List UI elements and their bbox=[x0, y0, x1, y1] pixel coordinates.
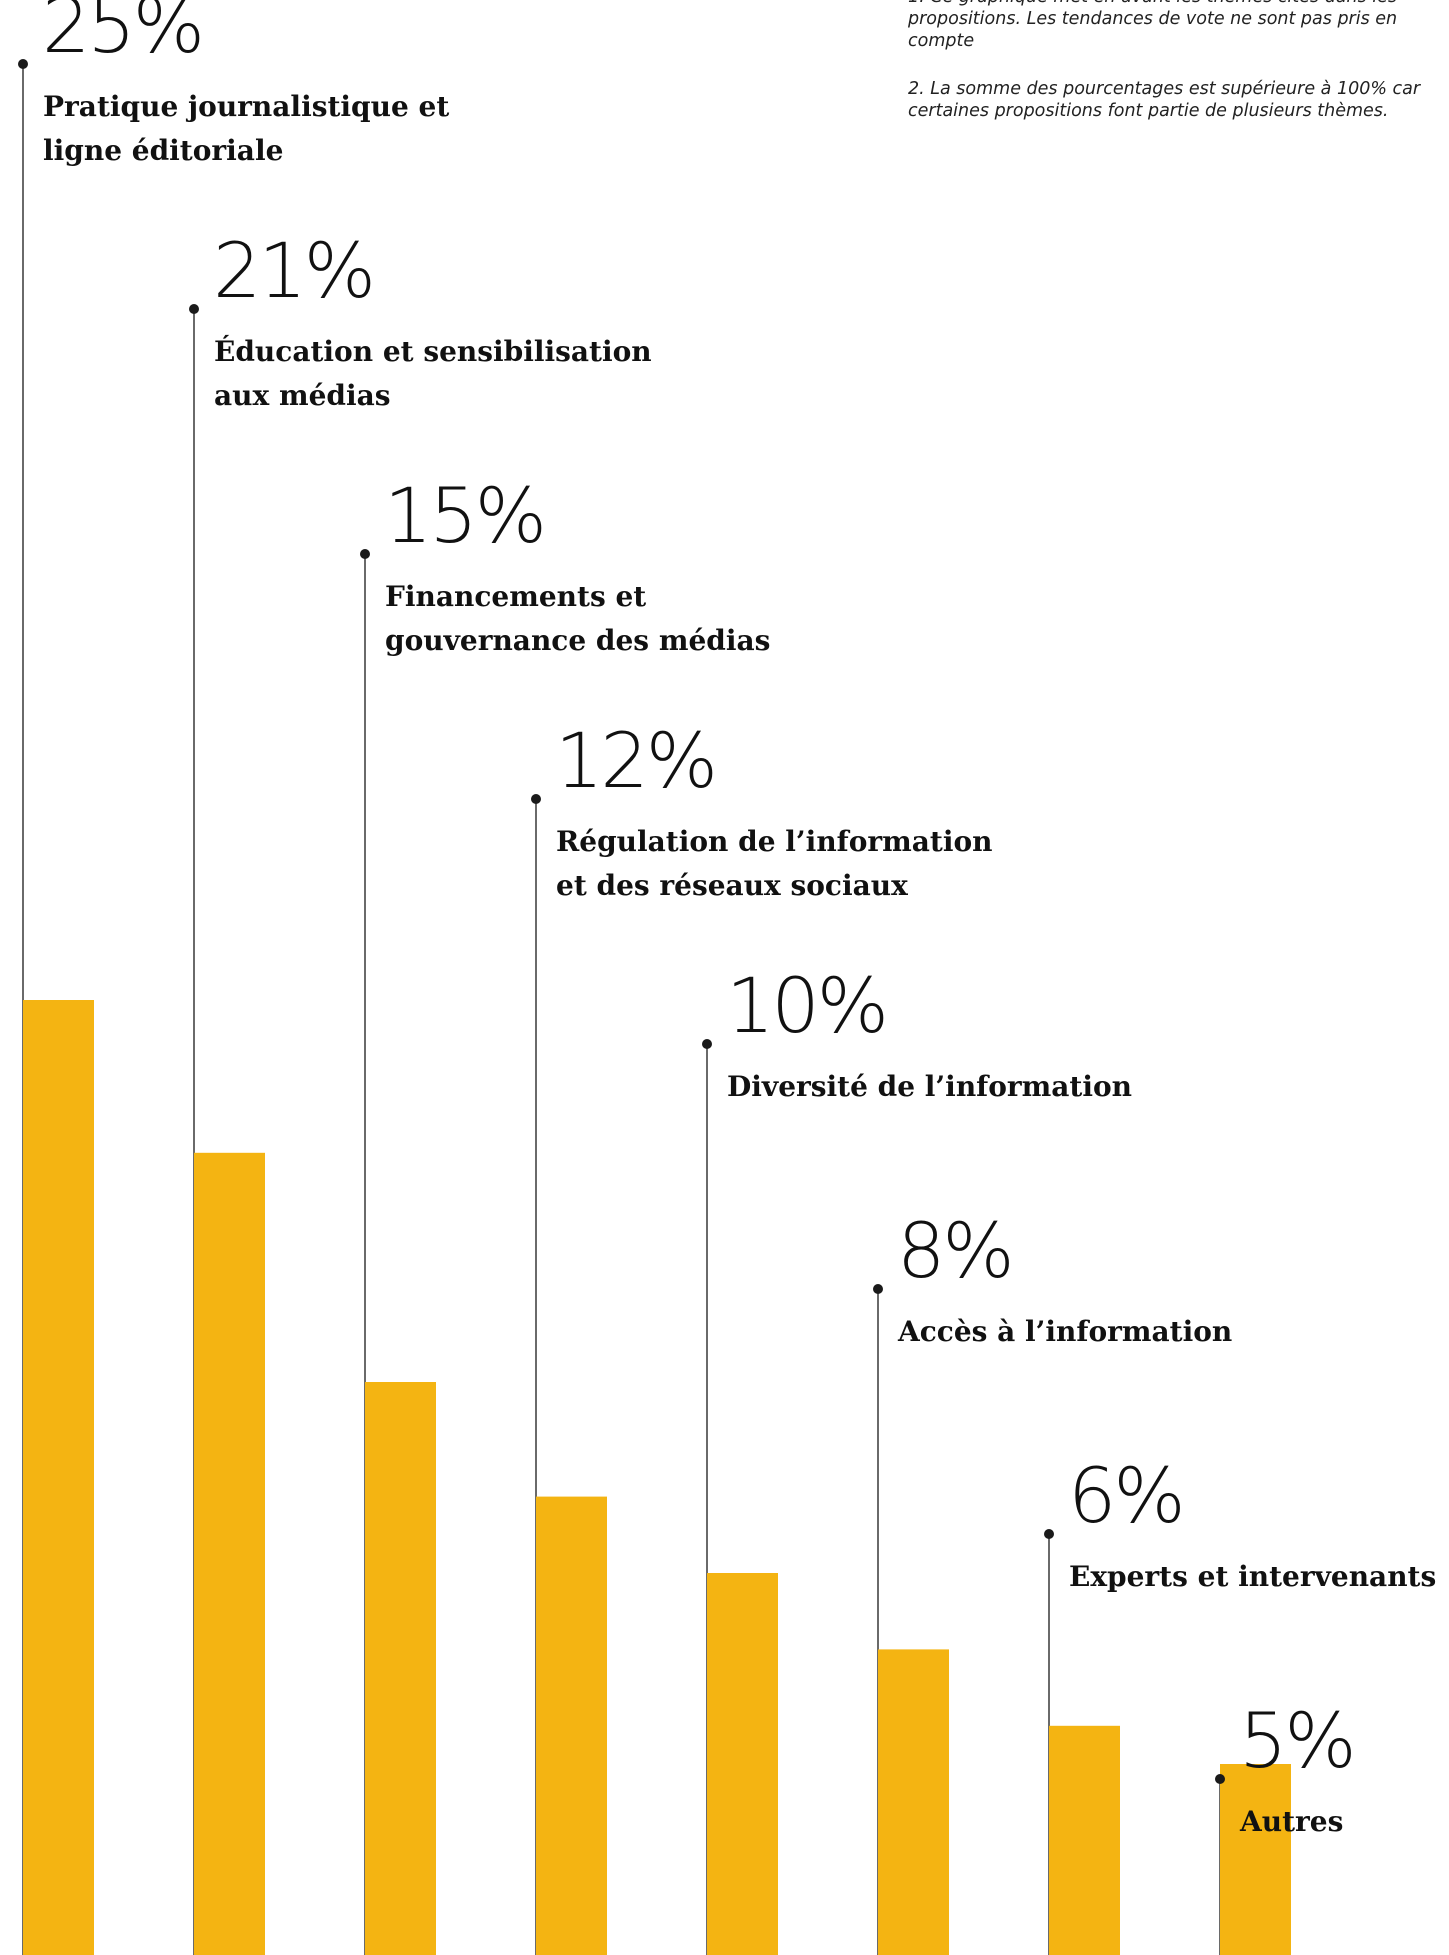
category-label-experts-et-intervenants: Experts et intervenants bbox=[1069, 1555, 1436, 1599]
category-label-education-et-sensibilisation-aux-medias: Éducation et sensibilisation aux médias bbox=[214, 330, 652, 418]
category-label-line: Financements et bbox=[385, 580, 647, 613]
bar-diversite-de-l-information bbox=[707, 1573, 778, 1955]
bar-acces-a-l-information bbox=[878, 1649, 949, 1955]
footnote-1: 1. Ce graphique met en avant les thèmes … bbox=[908, 0, 1398, 51]
category-label-line: aux médias bbox=[214, 379, 391, 412]
marker-dot-diversite-de-l-information bbox=[702, 1039, 712, 1049]
marker-dot-experts-et-intervenants bbox=[1044, 1529, 1054, 1539]
category-label-acces-a-l-information: Accès à l’information bbox=[898, 1310, 1232, 1354]
category-label-diversite-de-l-information: Diversité de l’information bbox=[727, 1065, 1132, 1109]
bar-experts-et-intervenants bbox=[1049, 1725, 1120, 1955]
value-label-acces-a-l-information: 8% bbox=[897, 1206, 1015, 1295]
category-label-regulation-de-l-information-et-des-reseaux-sociaux: Régulation de l’information et des réseau… bbox=[556, 820, 993, 908]
category-label-line: Accès à l’information bbox=[898, 1315, 1233, 1348]
category-label-line: Pratique journalistique et bbox=[43, 90, 450, 123]
footnotes: 1. Ce graphique met en avant les thèmes … bbox=[908, 0, 1448, 148]
category-label-line: et des réseaux sociaux bbox=[556, 869, 908, 902]
bar-regulation-de-l-information-et-des-reseaux-sociaux bbox=[536, 1496, 607, 1955]
category-label-autres: Autres bbox=[1240, 1800, 1343, 1844]
marker-dot-autres bbox=[1215, 1774, 1225, 1784]
category-label-financements-et-gouvernance-des-medias: Financements et gouvernance des médias bbox=[385, 575, 770, 663]
value-label-education-et-sensibilisation-aux-medias: 21% bbox=[213, 226, 376, 315]
marker-dot-education-et-sensibilisation-aux-medias bbox=[189, 304, 199, 314]
category-label-line: gouvernance des médias bbox=[385, 624, 771, 657]
category-label-line: Diversité de l’information bbox=[727, 1070, 1133, 1103]
category-label-line: Autres bbox=[1240, 1805, 1344, 1838]
value-label-diversite-de-l-information: 10% bbox=[726, 961, 889, 1050]
value-label-regulation-de-l-information-et-des-reseaux-sociaux: 12% bbox=[555, 716, 718, 805]
footnote-2: 2. La somme des pourcentages est supérie… bbox=[908, 79, 1421, 121]
category-label-line: ligne éditoriale bbox=[43, 134, 284, 167]
value-label-pratique-journalistique-et-ligne-editoriale: 25% bbox=[42, 0, 205, 70]
value-label-autres: 5% bbox=[1239, 1696, 1357, 1785]
marker-dot-pratique-journalistique-et-ligne-editoriale bbox=[18, 59, 28, 69]
bar-pratique-journalistique-et-ligne-editoriale bbox=[23, 1000, 94, 1955]
bar-education-et-sensibilisation-aux-medias bbox=[194, 1152, 265, 1955]
marker-dot-financements-et-gouvernance-des-medias bbox=[360, 549, 370, 559]
category-label-pratique-journalistique-et-ligne-editoriale: Pratique journalistique et ligne éditoria… bbox=[43, 85, 449, 173]
category-label-line: Éducation et sensibilisation bbox=[214, 335, 652, 368]
category-label-line: Régulation de l’information bbox=[556, 825, 993, 858]
marker-dot-regulation-de-l-information-et-des-reseaux-sociaux bbox=[531, 794, 541, 804]
category-label-line: Experts et intervenants bbox=[1069, 1560, 1437, 1593]
bar-autres bbox=[1220, 1764, 1291, 1955]
value-label-financements-et-gouvernance-des-medias: 15% bbox=[384, 471, 547, 560]
marker-dot-acces-a-l-information bbox=[873, 1284, 883, 1294]
value-label-experts-et-intervenants: 6% bbox=[1068, 1451, 1186, 1540]
bar-financements-et-gouvernance-des-medias bbox=[365, 1382, 436, 1955]
